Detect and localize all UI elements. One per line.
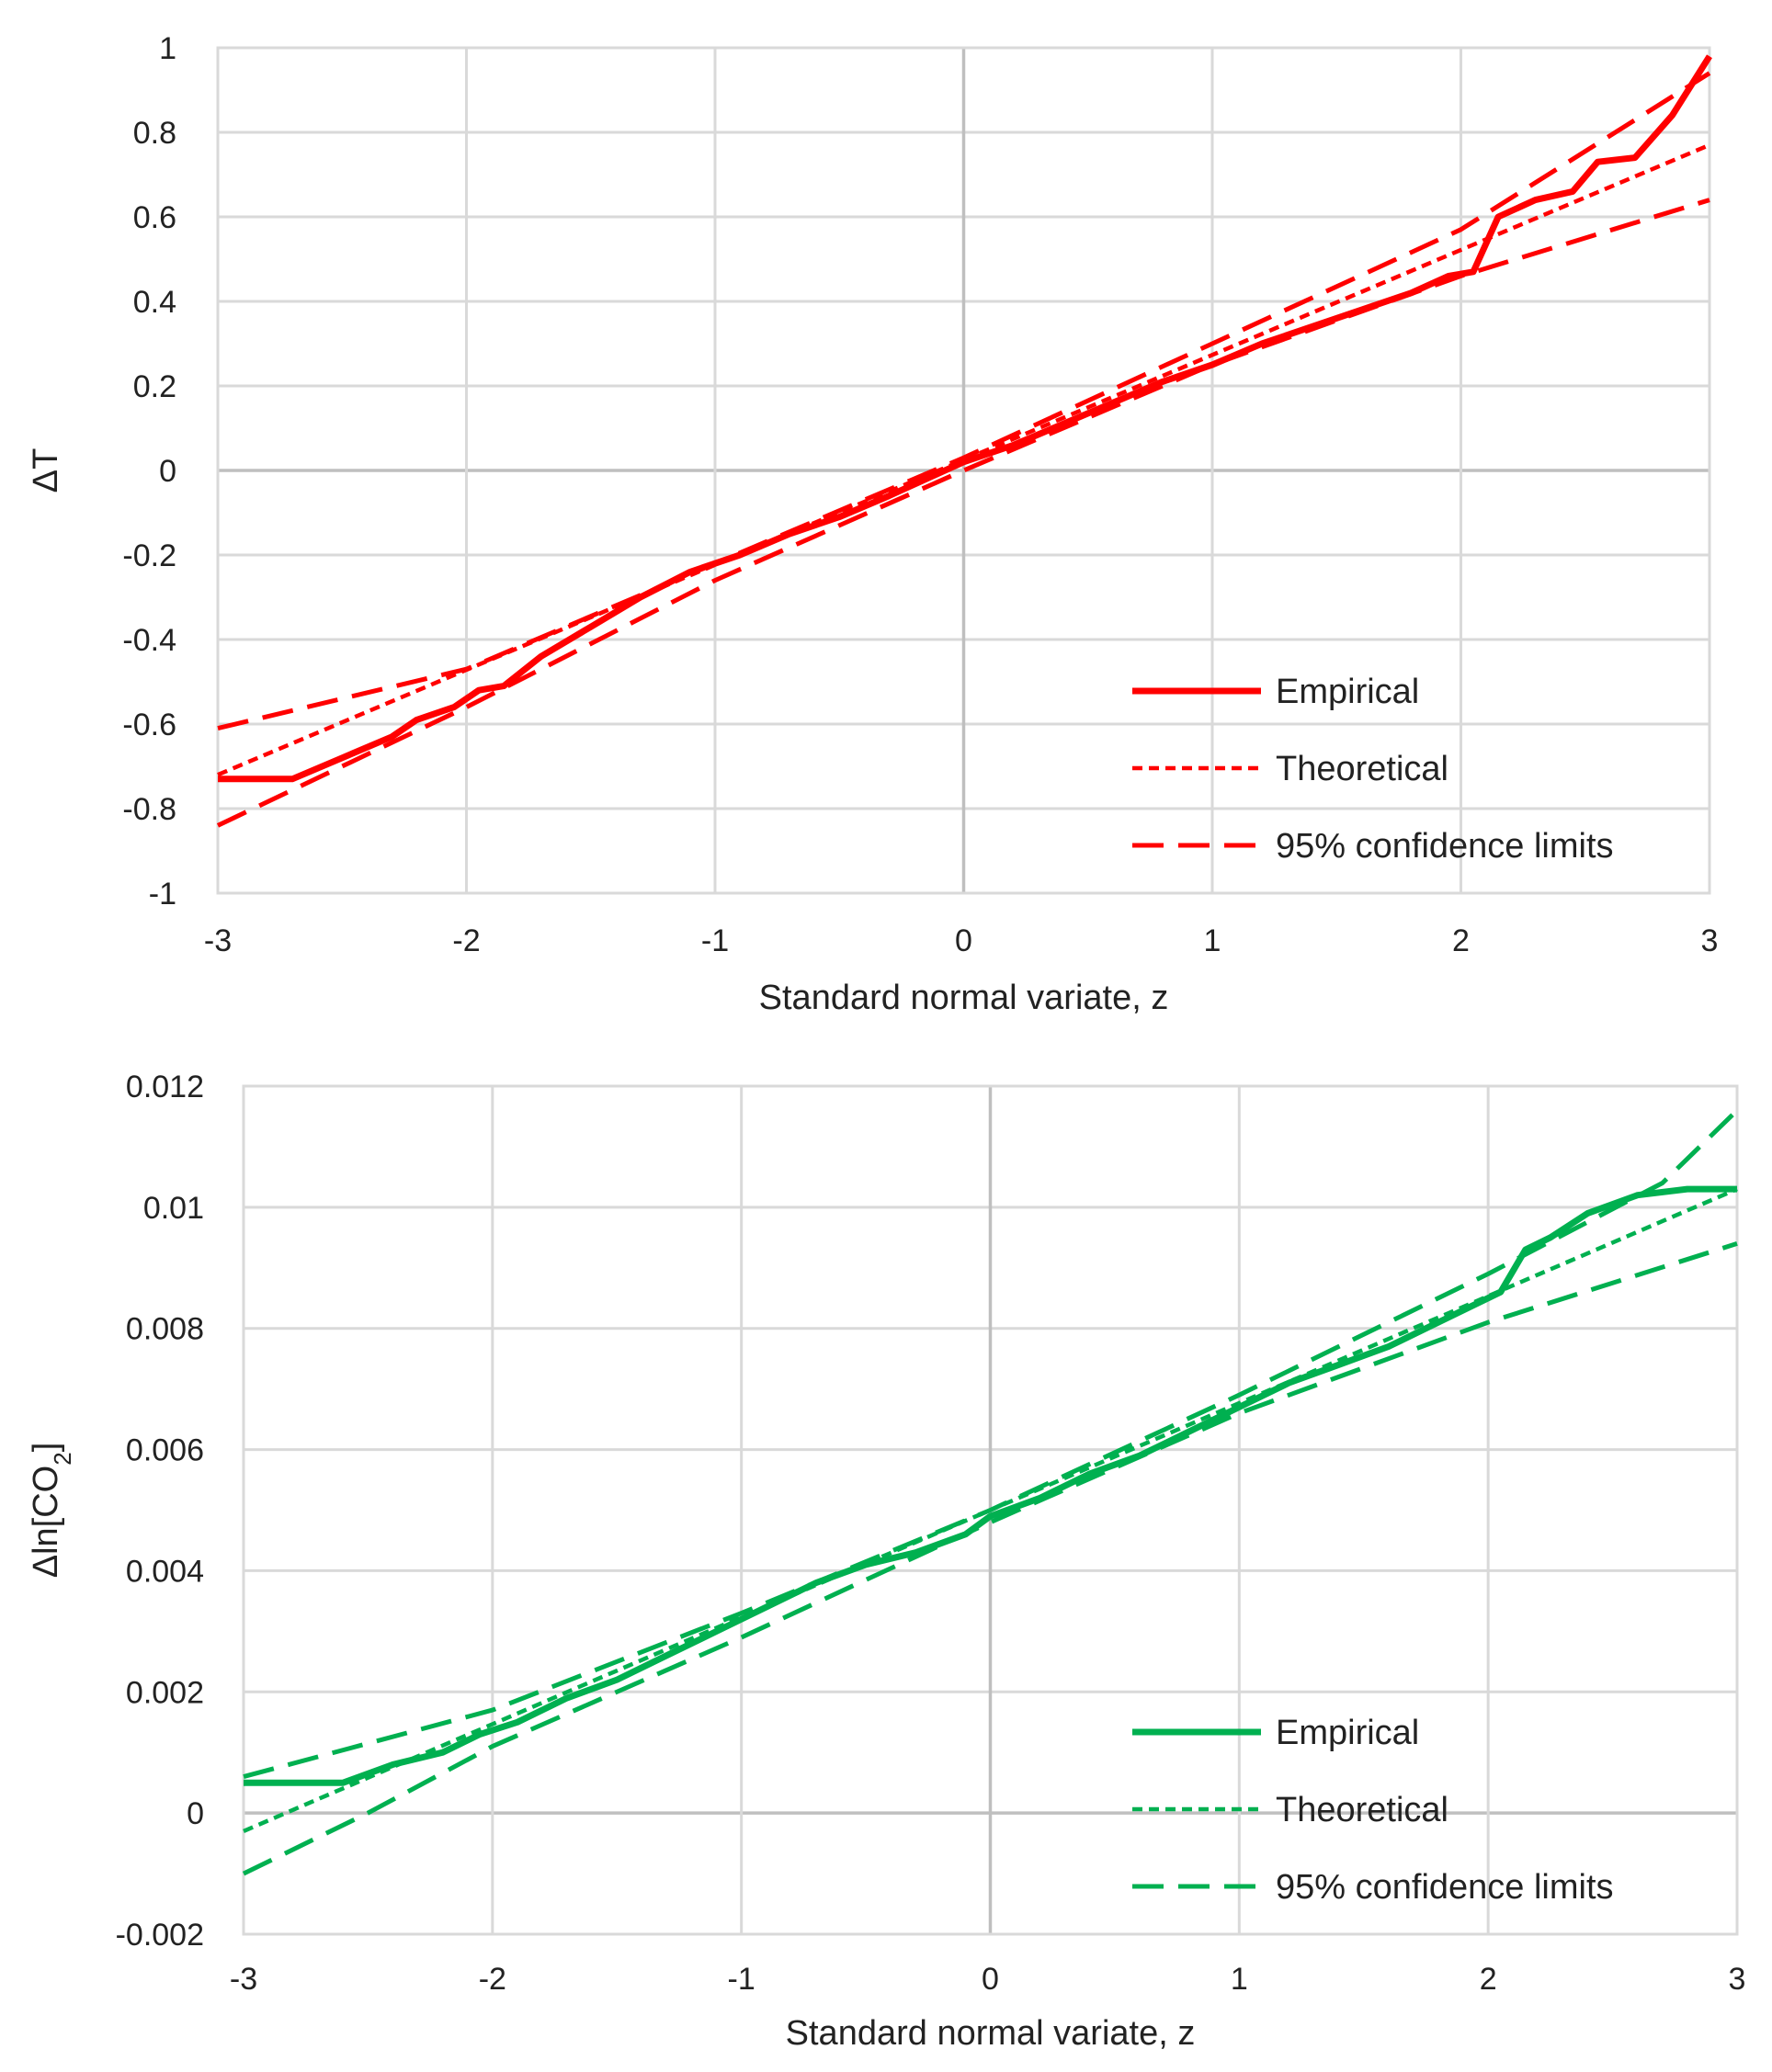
x-tick-label: 2 [1480,1962,1497,1997]
y-axis-title: ΔT [27,448,65,493]
series-line-confidence-limit-3 [243,1108,1739,1780]
legend-label: 95% confidence limits [1276,827,1614,866]
legend: Empirical Theoretical 95% confidence limit… [1132,673,1614,866]
y-tick-label: -1 [149,877,176,911]
x-tick-label: -2 [452,923,480,958]
x-tick-label: -3 [204,923,232,958]
y-tick-label: 1 [159,31,176,66]
x-tick-label: 0 [982,1962,999,1997]
y-tick-label: -0.8 [122,792,176,827]
y-tick-label: 0.4 [133,285,176,320]
y-tick-label: 0.6 [133,200,176,235]
x-tick-label: -1 [701,923,729,958]
x-tick-label: 3 [1701,923,1719,958]
legend: Empirical Theoretical 95% confidence limit… [1132,1714,1614,1907]
y-tick-label: 0.2 [133,369,176,404]
y-tick-label: 0.002 [126,1675,204,1710]
plot-area [242,1084,1739,1936]
y-tick-label: -0.2 [122,538,176,573]
x-tick-label: -1 [728,1962,755,1997]
legend-label: 95% confidence limits [1276,1868,1614,1907]
y-tick-label: 0 [187,1796,204,1831]
legend-label: Theoretical [1276,1791,1448,1829]
series-line-empirical [218,54,1712,783]
y-axis-title: Δln[CO2] [27,1443,76,1579]
y-tick-label: 0.8 [133,116,176,151]
chart-1: 1 0.8 0.6 0.4 0.2 0 -0.2 -0.4 -0.6 -0.8 -1 -3 -2 -1 0 1… [27,31,1718,1017]
legend-label: Empirical [1276,673,1419,711]
y-tick-label: 0.012 [126,1070,204,1104]
x-tick-label: 1 [1231,1962,1248,1997]
series-line-95-confidence-limits [242,1241,1738,1876]
x-tick-label: 1 [1204,923,1221,958]
y-tick-label: 0.006 [126,1433,204,1468]
x-tick-label: 0 [955,923,972,958]
x-tick-label: -2 [479,1962,506,1997]
series-line-confidence-limit-3 [217,71,1711,731]
series-line-95-confidence-limits [216,198,1710,828]
x-tick-label: -3 [230,1962,257,1997]
y-tick-label: 0.008 [126,1312,204,1347]
y-tick-label: -0.6 [122,708,176,742]
x-tick-label: 2 [1452,923,1470,958]
y-tick-label: -0.002 [116,1918,204,1953]
chart-2: 0.012 0.01 0.008 0.006 0.004 0.002 0 -0.002 -3 -2… [27,1070,1745,2053]
legend-label: Empirical [1276,1714,1419,1752]
x-axis-title: Standard normal variate, z [759,979,1169,1017]
legend-label: Theoretical [1276,750,1448,788]
y-tick-label: 0.004 [126,1554,204,1589]
plot-area [216,46,1711,895]
x-axis-title: Standard normal variate, z [786,2014,1196,2053]
y-tick-label: 0 [159,454,176,489]
y-tick-label: -0.4 [122,623,176,658]
x-tick-label: 3 [1729,1962,1746,1997]
y-tick-label: 0.01 [143,1191,204,1226]
